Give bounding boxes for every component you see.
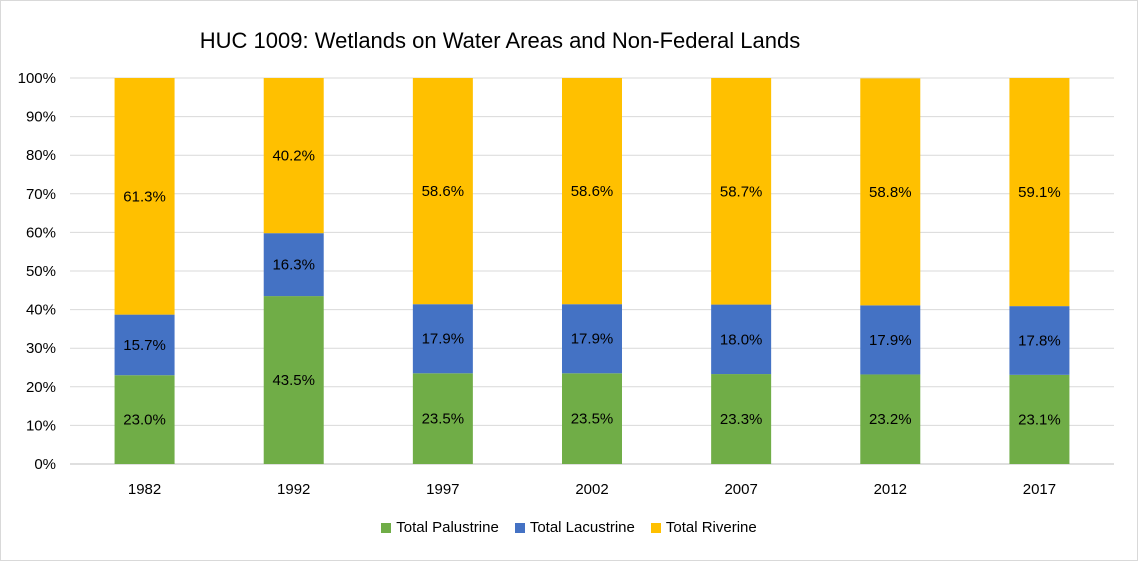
x-tick-label: 1997 <box>426 481 459 498</box>
bar-segment <box>1009 374 1070 464</box>
data-label: 18.0% <box>720 331 763 348</box>
data-label: 17.9% <box>869 332 912 349</box>
data-label: 23.3% <box>720 411 763 428</box>
y-tick-label: 40% <box>26 302 56 319</box>
bar-segment <box>412 78 473 305</box>
data-label: 23.0% <box>123 412 166 429</box>
y-axis-ticks: 0% 10% 20% 30% 40% 50% 60% 70% 80% 90% 100% <box>18 70 56 473</box>
y-tick-label: 30% <box>26 340 56 357</box>
data-label: 58.7% <box>720 183 763 200</box>
legend-item: Total Riverine <box>650 519 757 536</box>
data-label: 23.5% <box>422 411 465 428</box>
x-tick-label: 2007 <box>724 481 757 498</box>
bar-segment <box>263 233 324 297</box>
bar-segment <box>114 78 175 315</box>
y-tick-label: 50% <box>26 263 56 280</box>
data-label: 17.9% <box>571 331 614 348</box>
bars <box>114 78 1070 464</box>
data-label: 59.1% <box>1018 184 1061 201</box>
data-label: 17.9% <box>422 331 465 348</box>
x-axis-ticks: 1982 1992 1997 2002 2007 2012 2017 <box>128 481 1056 498</box>
legend: Total Palustrine Total Lacustrine Total Ri… <box>0 519 1138 537</box>
bar-segment <box>562 78 622 305</box>
legend-item: Total Palustrine <box>381 519 499 536</box>
bar-segment <box>562 304 622 374</box>
bar-segment <box>562 373 622 464</box>
legend-item: Total Lacustrine <box>514 519 635 536</box>
legend-label: Total Lacustrine <box>529 519 635 536</box>
legend-swatch <box>381 522 392 533</box>
bar-segment <box>412 373 473 464</box>
legend-swatch <box>514 522 525 533</box>
y-tick-label: 20% <box>26 379 56 396</box>
bar-segment <box>114 314 175 376</box>
y-tick-label: 70% <box>26 186 56 203</box>
y-tick-label: 60% <box>26 224 56 241</box>
data-label: 58.8% <box>869 184 912 201</box>
bar-segment <box>114 375 175 464</box>
data-label: 23.5% <box>571 411 614 428</box>
data-label: 23.1% <box>1018 411 1061 428</box>
data-label: 17.8% <box>1018 332 1061 349</box>
data-label: 58.6% <box>422 183 465 200</box>
x-tick-label: 2012 <box>874 481 907 498</box>
y-tick-label: 10% <box>26 417 56 434</box>
bar-segment <box>860 305 921 375</box>
legend-label: Total Palustrine <box>396 519 499 536</box>
x-tick-label: 1982 <box>128 481 161 498</box>
bar-segment <box>711 78 772 305</box>
x-tick-label: 2002 <box>575 481 608 498</box>
legend-label: Total Riverine <box>665 519 757 536</box>
data-label: 58.6% <box>571 183 614 200</box>
bar-segment <box>1009 306 1070 375</box>
bar-segment <box>412 304 473 374</box>
y-tick-label: 100% <box>18 70 56 87</box>
data-label: 16.3% <box>272 257 315 274</box>
data-label: 43.5% <box>272 372 315 389</box>
data-label: 15.7% <box>123 337 166 354</box>
legend-swatch <box>650 522 661 533</box>
bar-segment <box>860 374 921 464</box>
y-tick-label: 0% <box>34 456 56 473</box>
bar-segment <box>1009 78 1070 307</box>
bar-segment <box>860 78 921 306</box>
bar-segment <box>711 304 772 375</box>
y-tick-label: 80% <box>26 147 56 164</box>
bar-segment <box>711 374 772 464</box>
y-tick-label: 90% <box>26 109 56 126</box>
bar-segment <box>263 296 324 464</box>
x-tick-label: 2017 <box>1023 481 1056 498</box>
bar-segment <box>263 78 324 234</box>
data-labels: 23.0% 15.7% 61.3% 43.5% 16.3% 40.2% 23.5% 17.9%… <box>123 148 1060 429</box>
x-tick-label: 1992 <box>277 481 310 498</box>
data-label: 40.2% <box>272 148 315 165</box>
chart-title: HUC 1009: Wetlands on Water Areas and No… <box>199 28 801 53</box>
data-label: 61.3% <box>123 188 166 205</box>
data-label: 23.2% <box>869 411 912 428</box>
